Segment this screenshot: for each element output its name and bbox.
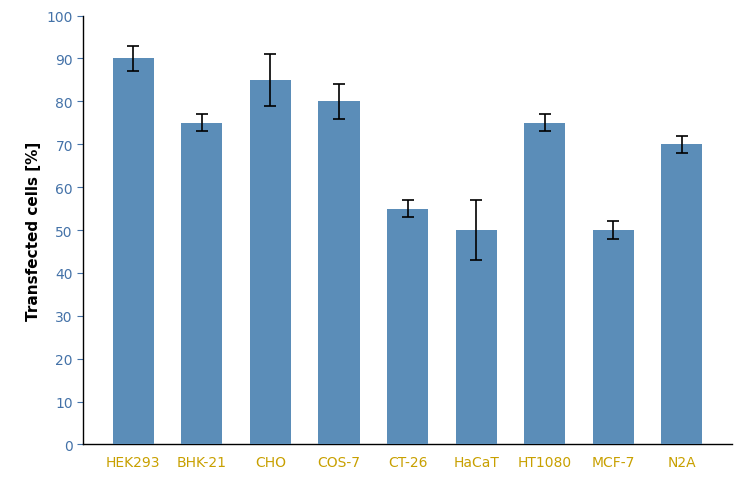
Bar bbox=[524, 123, 565, 444]
Bar bbox=[181, 123, 222, 444]
Bar bbox=[113, 60, 154, 444]
Bar bbox=[319, 102, 360, 444]
Bar bbox=[387, 209, 428, 444]
Bar bbox=[661, 145, 702, 444]
Bar bbox=[593, 230, 634, 444]
Bar bbox=[250, 81, 291, 444]
Y-axis label: Transfected cells [%]: Transfected cells [%] bbox=[26, 141, 41, 320]
Bar bbox=[455, 230, 497, 444]
